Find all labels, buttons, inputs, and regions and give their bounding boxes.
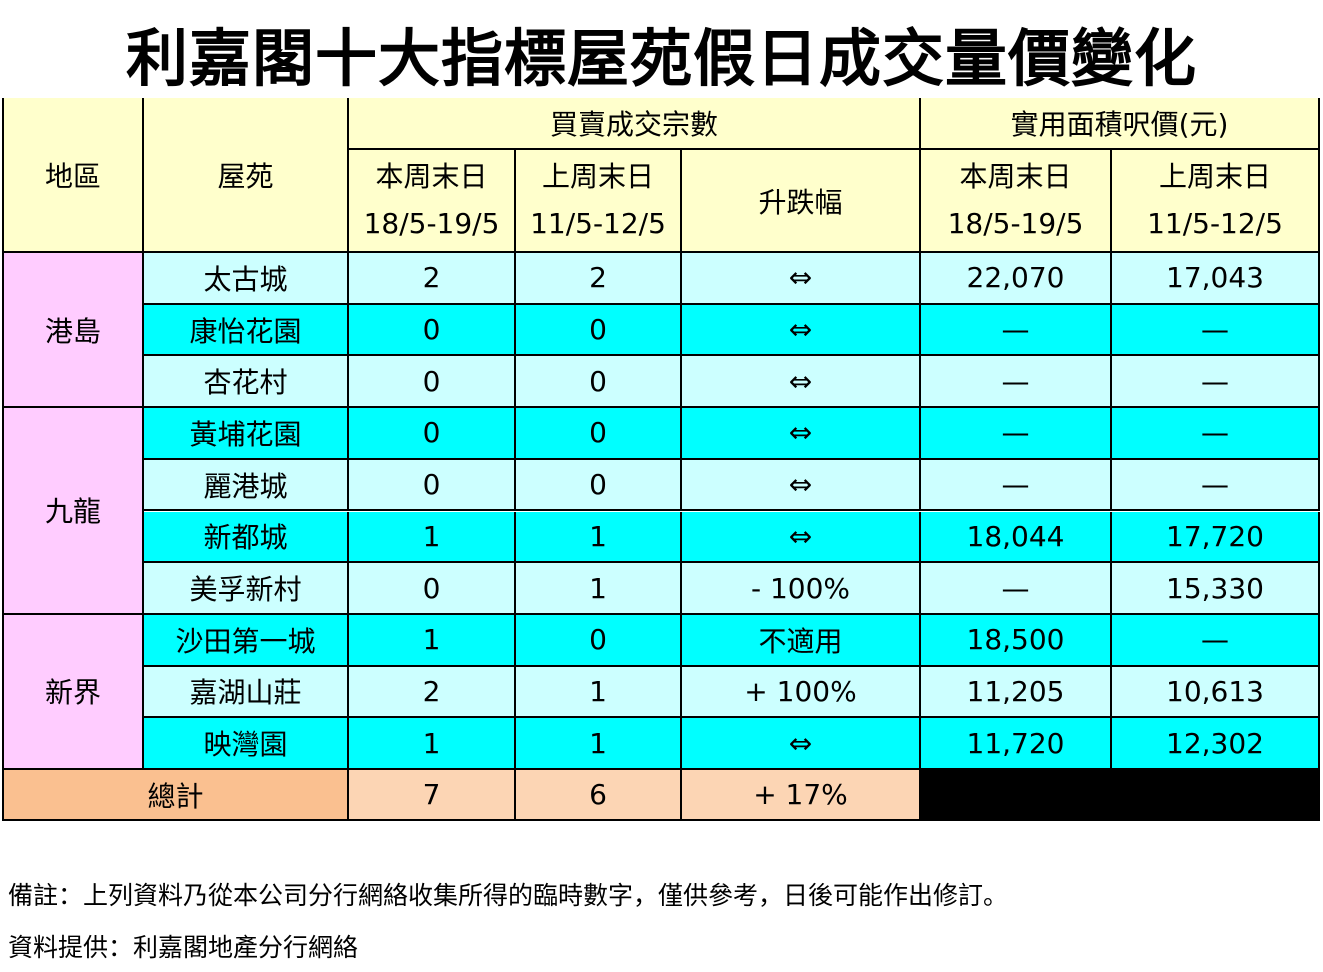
title: 利嘉閣十大指標屋苑假日成交量價變化 bbox=[125, 22, 1197, 95]
blank-cell bbox=[921, 770, 1320, 821]
data-cell: — bbox=[1112, 614, 1320, 667]
data-cell: 1 bbox=[349, 511, 516, 564]
total-cell: 6 bbox=[516, 770, 682, 821]
header-dates: 18/5-19/5 bbox=[947, 207, 1084, 240]
data-cell: 0 bbox=[516, 304, 682, 357]
total-cell: 總計 bbox=[4, 770, 349, 821]
data-cell: ⇔ bbox=[682, 408, 921, 460]
data-cell: — bbox=[921, 459, 1112, 512]
data-cell: 1 bbox=[516, 666, 682, 719]
header-dates: 11/5-12/5 bbox=[1147, 207, 1283, 240]
table: 地區 屋苑 買賣成交宗數 實用面積呎價(元) 本周末日 18/5-19/5 上周末日 11/5… bbox=[2, 98, 1320, 821]
data-cell: 0 bbox=[349, 408, 516, 460]
data-cell: 11,720 bbox=[921, 718, 1112, 770]
header-cell: 本周末日 18/5-19/5 bbox=[921, 150, 1112, 253]
total-cell: + 17% bbox=[682, 770, 921, 821]
data-cell: 0 bbox=[349, 304, 516, 357]
data-cell: — bbox=[1112, 459, 1320, 512]
header-cell: 本周末日 18/5-19/5 bbox=[349, 150, 516, 253]
data-cell: — bbox=[1112, 356, 1320, 409]
data-cell: 映灣園 bbox=[144, 718, 349, 770]
data-cell: ⇔ bbox=[682, 304, 921, 357]
data-cell: ⇔ bbox=[682, 356, 921, 409]
data-cell: 杏花村 bbox=[144, 356, 349, 409]
data-cell: 22,070 bbox=[921, 253, 1112, 305]
note: 備註：上列資料乃從本公司分行網絡收集所得的臨時數字，僅供參考，日後可能作出修訂。 bbox=[8, 881, 1009, 910]
data-cell: 嘉湖山莊 bbox=[144, 666, 349, 719]
data-cell: 黃埔花園 bbox=[144, 408, 349, 460]
data-cell: — bbox=[1112, 408, 1320, 460]
data-cell: + 100% bbox=[682, 666, 921, 719]
data-cell: 12,302 bbox=[1112, 718, 1320, 770]
data-cell: 15,330 bbox=[1112, 563, 1320, 615]
data-cell: 1 bbox=[516, 511, 682, 564]
data-cell: 1 bbox=[349, 614, 516, 667]
header-label: 本周末日 bbox=[375, 160, 488, 193]
note: 資料提供：利嘉閣地產分行網絡 bbox=[8, 933, 359, 962]
total-cell: 7 bbox=[349, 770, 516, 821]
data-cell: 17,043 bbox=[1112, 253, 1320, 305]
data-cell: 0 bbox=[516, 356, 682, 409]
data-cell: ⇔ bbox=[682, 253, 921, 305]
data-cell: — bbox=[921, 408, 1112, 460]
data-cell: 0 bbox=[516, 459, 682, 512]
header-cell: 上周末日 11/5-12/5 bbox=[1112, 150, 1320, 253]
data-cell: 0 bbox=[349, 563, 516, 615]
data-cell: 18,044 bbox=[921, 511, 1112, 564]
data-cell: 2 bbox=[349, 666, 516, 719]
region-cell: 九龍 bbox=[4, 408, 144, 615]
header-cell: 升跌幅 bbox=[682, 150, 921, 253]
data-cell: ⇔ bbox=[682, 511, 921, 564]
data-cell: 2 bbox=[349, 253, 516, 305]
data-cell: 17,720 bbox=[1112, 511, 1320, 564]
header-dates: 11/5-12/5 bbox=[530, 207, 666, 240]
data-cell: 11,205 bbox=[921, 666, 1112, 719]
header-cell: 買賣成交宗數 bbox=[349, 98, 921, 150]
data-cell: 1 bbox=[349, 718, 516, 770]
header-label: 上周末日 bbox=[1158, 160, 1271, 193]
header-label: 本周末日 bbox=[959, 160, 1072, 193]
data-cell: 0 bbox=[516, 408, 682, 460]
header-cell: 上周末日 11/5-12/5 bbox=[516, 150, 682, 253]
data-cell: 太古城 bbox=[144, 253, 349, 305]
data-cell: ⇔ bbox=[682, 718, 921, 770]
region-cell: 港島 bbox=[4, 253, 144, 409]
data-cell: 康怡花園 bbox=[144, 304, 349, 357]
data-cell: 2 bbox=[516, 253, 682, 305]
data-cell: - 100% bbox=[682, 563, 921, 615]
data-cell: 0 bbox=[349, 356, 516, 409]
header-cell: 地區 bbox=[4, 98, 144, 253]
header-cell: 實用面積呎價(元) bbox=[921, 98, 1320, 150]
data-cell: 0 bbox=[516, 614, 682, 667]
data-cell: — bbox=[921, 563, 1112, 615]
header-label: 上周末日 bbox=[541, 160, 654, 193]
data-cell: 麗港城 bbox=[144, 459, 349, 512]
data-cell: 美孚新村 bbox=[144, 563, 349, 615]
data-cell: 沙田第一城 bbox=[144, 614, 349, 667]
data-cell: 0 bbox=[349, 459, 516, 512]
data-cell: — bbox=[921, 356, 1112, 409]
data-cell: 不適用 bbox=[682, 614, 921, 667]
data-cell: 10,613 bbox=[1112, 666, 1320, 719]
data-cell: — bbox=[1112, 304, 1320, 357]
region-cell: 新界 bbox=[4, 614, 144, 770]
data-cell: — bbox=[921, 304, 1112, 357]
header-dates: 18/5-19/5 bbox=[363, 207, 500, 240]
data-cell: 1 bbox=[516, 563, 682, 615]
data-cell: 18,500 bbox=[921, 614, 1112, 667]
header-cell: 屋苑 bbox=[144, 98, 349, 253]
data-cell: 1 bbox=[516, 718, 682, 770]
data-cell: ⇔ bbox=[682, 459, 921, 512]
data-cell: 新都城 bbox=[144, 511, 349, 564]
